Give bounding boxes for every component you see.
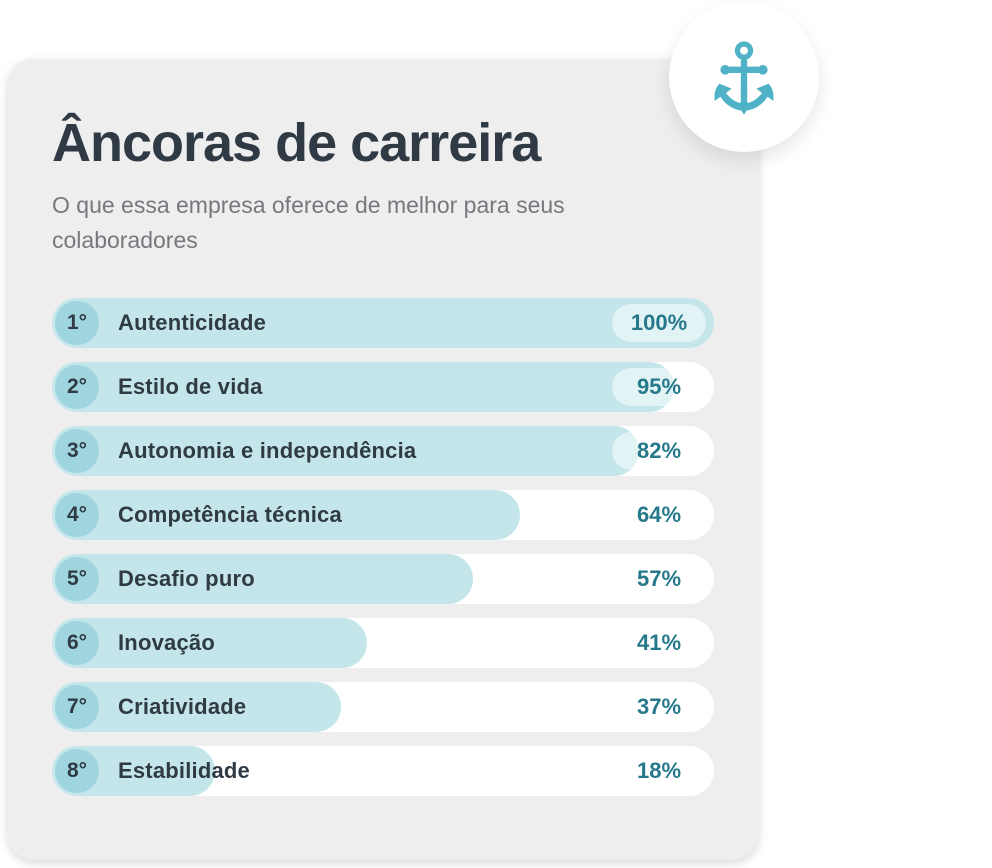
category-label: Inovação <box>118 630 215 655</box>
value-capsule <box>612 624 706 662</box>
bar-fill <box>52 618 368 668</box>
bar-row: 2° Estilo de vida 95% <box>52 362 714 412</box>
rank-badge: 3° <box>55 429 99 473</box>
value-capsule <box>612 752 706 790</box>
value-label: 41% <box>636 630 682 655</box>
bars-list: 1° Autenticidade 100% 2° Estilo de vida 95% 3°… <box>52 298 714 796</box>
bar-row: 8° Estabilidade 18% <box>52 746 714 796</box>
bar-row: 5° Desafio puro 57% <box>52 554 714 604</box>
value-label: 82% <box>636 438 682 463</box>
rank-badge: 1° <box>55 301 99 345</box>
value-capsule <box>612 432 706 470</box>
bar-fill <box>52 298 714 348</box>
category-label: Autenticidade <box>118 310 267 335</box>
bar-row: 3° Autonomia e independência 82% <box>52 426 714 476</box>
bar-row: 7° Criatividade 37% <box>52 682 714 732</box>
value-label: 64% <box>636 502 682 527</box>
value-label: 100% <box>630 310 688 335</box>
rank-label: 1° <box>66 311 88 334</box>
anchor-badge <box>669 2 819 152</box>
rank-label: 7° <box>66 695 88 718</box>
rank-badge: 7° <box>55 685 99 729</box>
category-label: Estabilidade <box>118 758 250 783</box>
value-label: 57% <box>636 566 682 591</box>
value-capsule <box>612 688 706 726</box>
value-capsule <box>612 496 706 534</box>
value-capsule <box>612 368 706 406</box>
rank-label: 4° <box>66 503 88 526</box>
rank-badge: 6° <box>55 621 99 665</box>
page-subtitle: O que essa empresa oferece de melhor par… <box>52 192 565 253</box>
career-anchors-card: Âncoras de carreira O que essa empresa o… <box>8 59 758 860</box>
value-capsule <box>612 304 706 342</box>
category-label: Autonomia e independência <box>118 438 417 463</box>
bar-fill <box>52 362 674 412</box>
category-label: Estilo de vida <box>118 374 263 399</box>
rank-label: 2° <box>66 375 88 398</box>
rank-badge: 4° <box>55 493 99 537</box>
value-capsule <box>612 560 706 598</box>
bar-fill <box>52 426 639 476</box>
rank-badge: 5° <box>55 557 99 601</box>
bar-fill <box>52 554 474 604</box>
value-label: 95% <box>636 374 682 399</box>
rank-badge: 2° <box>55 365 99 409</box>
rank-label: 6° <box>66 631 88 654</box>
value-label: 37% <box>636 694 682 719</box>
bar-row: 6° Inovação 41% <box>52 618 714 668</box>
anchor-icon <box>714 41 774 115</box>
rank-label: 8° <box>66 759 88 782</box>
bar-fill <box>52 682 341 732</box>
category-label: Desafio puro <box>118 566 255 591</box>
value-label: 18% <box>636 758 682 783</box>
bar-row: 1° Autenticidade 100% <box>52 298 714 348</box>
category-label: Criatividade <box>118 694 247 719</box>
rank-label: 5° <box>66 567 88 590</box>
rank-badge: 8° <box>55 749 99 793</box>
bar-row: 4° Competência técnica 64% <box>52 490 714 540</box>
page-title: Âncoras de carreira <box>52 113 541 173</box>
bar-fill <box>52 490 520 540</box>
category-label: Competência técnica <box>118 502 342 527</box>
rank-label: 3° <box>66 439 88 462</box>
